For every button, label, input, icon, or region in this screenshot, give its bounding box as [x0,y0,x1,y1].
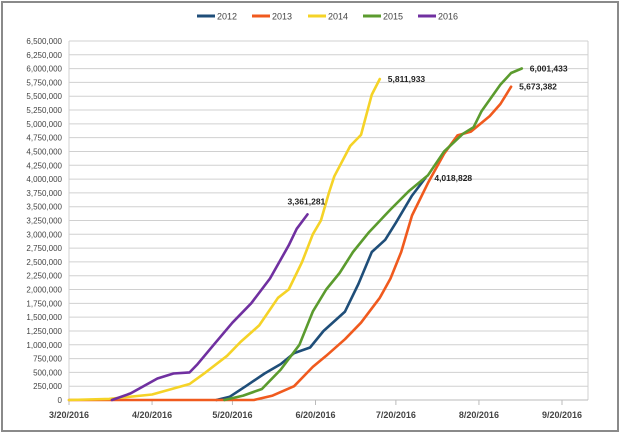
series-line-2014 [67,77,382,402]
legend-label-2013: 2013 [272,12,292,22]
series-line-2016 [110,213,309,402]
y-tick-label: 3,250,000 [26,217,62,226]
legend-label-2012: 2012 [217,12,237,22]
x-tick-label: 9/20/2016 [542,410,582,420]
gridlines [68,40,589,401]
y-tick-label: 4,000,000 [26,175,62,184]
y-tick-label: 250,000 [33,382,62,391]
legend-label-2015: 2015 [383,12,403,22]
y-tick-label: 6,500,000 [26,37,62,46]
y-tick-label: 5,000,000 [26,120,62,129]
data-label-2016: 3,361,281 [287,196,325,206]
data-label-2014: 5,811,933 [388,74,426,84]
data-labels: 4,018,828 5,673,382 5,811,933 6,001,433 3,36… [287,64,567,207]
x-tick-label: 8/20/2016 [459,410,499,420]
x-axis: 3/20/2016 4/20/2016 5/20/2016 6/20/2016 7/20… [49,399,588,420]
x-tick-label: 7/20/2016 [376,410,416,420]
y-axis-tick-labels: 0 250,000 500,000 750,000 1,000,000 1,250,000… [26,37,62,405]
y-tick-label: 500,000 [33,368,62,377]
series-lines [67,67,524,402]
y-tick-label: 0 [58,396,63,405]
y-tick-label: 6,000,000 [26,65,62,74]
y-tick-label: 2,000,000 [26,286,62,295]
y-tick-label: 5,250,000 [26,106,62,115]
data-label-2013: 5,673,382 [519,82,557,92]
y-tick-label: 4,750,000 [26,134,62,143]
series-line-2012 [215,176,427,402]
y-tick-label: 3,500,000 [26,203,62,212]
y-tick-label: 4,250,000 [26,161,62,170]
y-tick-label: 1,250,000 [26,327,62,336]
x-tick-label: 6/20/2016 [295,410,335,420]
legend-label-2014: 2014 [328,12,348,22]
y-tick-label: 3,000,000 [26,230,62,239]
series-line-2015 [223,67,524,402]
series-line-2013 [67,85,513,402]
y-tick-label: 1,750,000 [26,299,62,308]
y-tick-label: 3,750,000 [26,189,62,198]
legend-label-2016: 2016 [438,12,458,22]
x-tick-label: 4/20/2016 [132,410,172,420]
y-tick-label: 2,750,000 [26,244,62,253]
y-tick-label: 1,500,000 [26,313,62,322]
y-tick-label: 5,750,000 [26,78,62,87]
data-label-2015: 6,001,433 [530,64,568,74]
y-tick-label: 1,000,000 [26,341,62,350]
data-label-2012: 4,018,828 [434,173,472,183]
y-tick-label: 750,000 [33,355,62,364]
y-tick-label: 4,500,000 [26,147,62,156]
y-tick-label: 2,250,000 [26,272,62,281]
y-tick-label: 5,500,000 [26,92,62,101]
legend: 2012 2013 2014 2015 2016 [197,12,458,22]
x-tick-label: 3/20/2016 [49,410,89,420]
x-tick-label: 5/20/2016 [212,410,252,420]
y-tick-label: 6,250,000 [26,51,62,60]
y-tick-label: 2,500,000 [26,258,62,267]
